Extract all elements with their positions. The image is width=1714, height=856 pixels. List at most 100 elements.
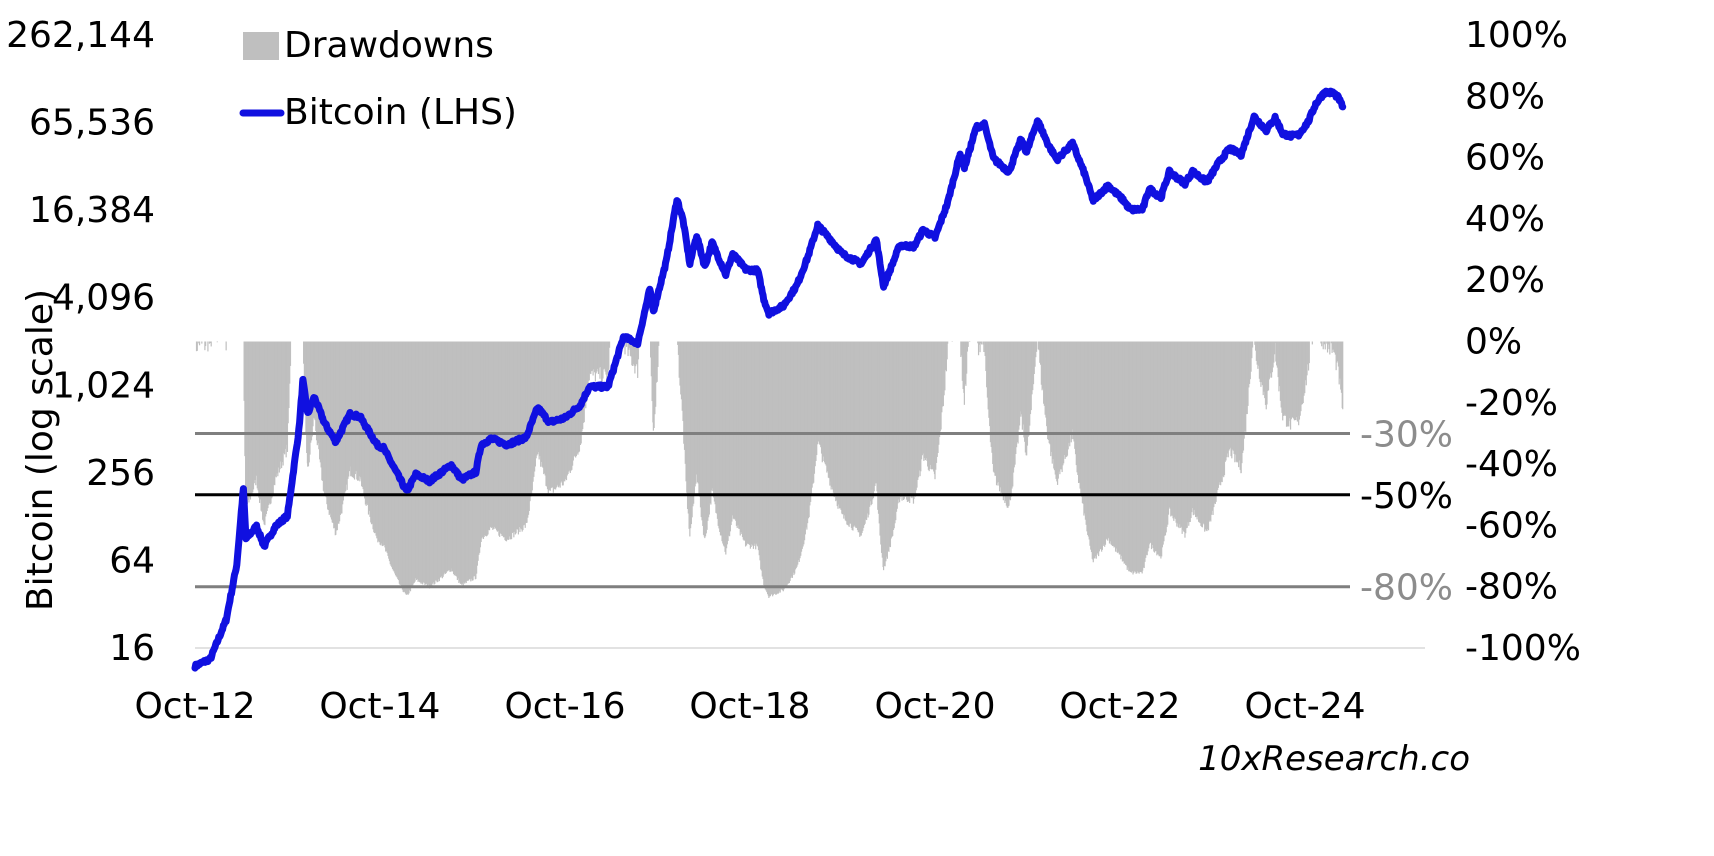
drawdown-bar <box>809 341 811 506</box>
drawdown-bar <box>852 341 854 531</box>
drawdown-bar <box>597 341 600 375</box>
drawdown-bar <box>554 341 556 490</box>
left-axis-tick-label: 4,096 <box>52 278 155 319</box>
drawdown-bar <box>1124 341 1126 564</box>
drawdown-bar <box>1273 341 1275 363</box>
drawdown-bar <box>696 341 698 475</box>
drawdown-bar <box>712 341 714 492</box>
drawdown-bar <box>1278 341 1280 392</box>
drawdown-bar <box>922 341 924 454</box>
drawdown-bar <box>359 341 361 480</box>
drawdown-bar <box>1183 341 1185 532</box>
drawdown-bar <box>265 341 267 517</box>
drawdown-bar <box>1094 341 1097 557</box>
right-axis-tick-label: 0% <box>1465 322 1522 363</box>
drawdown-bar <box>760 341 762 570</box>
drawdown-bar <box>435 341 437 581</box>
drawdown-bar <box>561 341 563 482</box>
drawdown-bar <box>469 341 471 580</box>
drawdown-bar <box>1266 341 1268 405</box>
drawdown-bar <box>1279 341 1281 387</box>
drawdown-bar <box>1080 341 1082 496</box>
drawdown-bar <box>1140 341 1142 573</box>
drawdown-bar <box>1267 341 1269 392</box>
x-axis-tick-label: Oct-14 <box>319 686 440 727</box>
drawdown-bar <box>939 341 941 432</box>
drawdown-bar <box>1153 341 1155 552</box>
drawdown-bar <box>862 341 864 531</box>
drawdown-bar <box>313 341 315 419</box>
drawdown-bar <box>938 341 940 445</box>
drawdown-bar <box>1044 341 1046 415</box>
drawdown-bar <box>1161 341 1163 557</box>
drawdown-bar <box>1037 341 1039 350</box>
drawdown-bar <box>725 341 728 549</box>
drawdown-bar <box>1145 341 1148 555</box>
drawdown-bar <box>1244 341 1246 432</box>
drawdown-bar <box>819 341 821 445</box>
drawdown-bar <box>423 341 425 583</box>
drawdown-bar <box>1258 341 1260 366</box>
drawdown-bar <box>844 341 846 521</box>
drawdown-bar <box>1057 341 1059 479</box>
drawdown-bar <box>1154 341 1156 552</box>
drawdown-bar <box>776 341 778 594</box>
drawdown-bar <box>1285 341 1288 427</box>
drawdown-bar <box>415 341 418 580</box>
drawdown-bar <box>273 341 275 485</box>
right-axis-tick-label: -60% <box>1465 505 1558 546</box>
drawdown-bar <box>969 341 971 343</box>
drawdown-bar <box>1083 341 1085 516</box>
drawdown-bar <box>392 341 394 571</box>
drawdown-bar <box>258 341 260 498</box>
drawdown-bar <box>1012 341 1015 473</box>
drawdown-bar <box>856 341 859 531</box>
drawdown-bar <box>350 341 353 476</box>
drawdown-bar <box>677 341 680 355</box>
drawdown-bar <box>817 341 820 442</box>
drawdown-bar <box>1013 341 1015 468</box>
drawdown-bar <box>724 341 726 552</box>
drawdown-bar <box>1213 341 1215 508</box>
drawdown-bar <box>265 341 268 514</box>
drawdown-bar <box>461 341 463 585</box>
drawdown-bar <box>445 341 447 574</box>
drawdown-bar <box>729 341 731 532</box>
drawdown-bar <box>741 341 744 538</box>
drawdown-bar <box>578 341 581 452</box>
drawdown-bar <box>1000 341 1002 494</box>
drawdown-bar <box>1082 341 1084 504</box>
drawdown-bar <box>1056 341 1059 485</box>
drawdown-bar <box>397 341 399 580</box>
drawdown-bar <box>602 341 604 379</box>
drawdown-bar <box>425 341 428 584</box>
x-axis-tick-label: Oct-22 <box>1059 686 1180 727</box>
drawdown-bar <box>702 341 705 535</box>
drawdown-bar <box>943 341 945 396</box>
drawdown-bar <box>1305 341 1307 386</box>
drawdown-bar <box>1045 341 1047 418</box>
drawdown-bar <box>684 341 686 464</box>
drawdown-bar <box>1228 341 1231 450</box>
drawdown-bar <box>1144 341 1146 562</box>
reference-line-label: -80% <box>1360 568 1453 609</box>
drawdown-bar <box>813 341 816 474</box>
drawdown-bar <box>1039 341 1041 363</box>
drawdown-bar <box>1029 341 1032 415</box>
drawdown-bar <box>560 341 562 483</box>
drawdown-bar <box>310 341 313 441</box>
drawdown-bar <box>195 341 198 352</box>
drawdown-bar <box>549 341 551 491</box>
drawdown-bar <box>1047 341 1049 440</box>
drawdown-bar <box>637 341 640 360</box>
drawdown-bar <box>572 341 574 461</box>
drawdown-bar <box>1336 341 1338 363</box>
drawdown-bar <box>1217 341 1219 488</box>
drawdown-bar <box>1338 341 1340 385</box>
drawdown-bar <box>1111 341 1113 546</box>
drawdown-bar <box>536 341 538 456</box>
drawdown-bar <box>750 341 752 548</box>
drawdown-bar <box>406 341 408 595</box>
legend: Drawdowns Bitcoin (LHS) <box>239 25 517 133</box>
drawdown-bar <box>551 341 553 488</box>
